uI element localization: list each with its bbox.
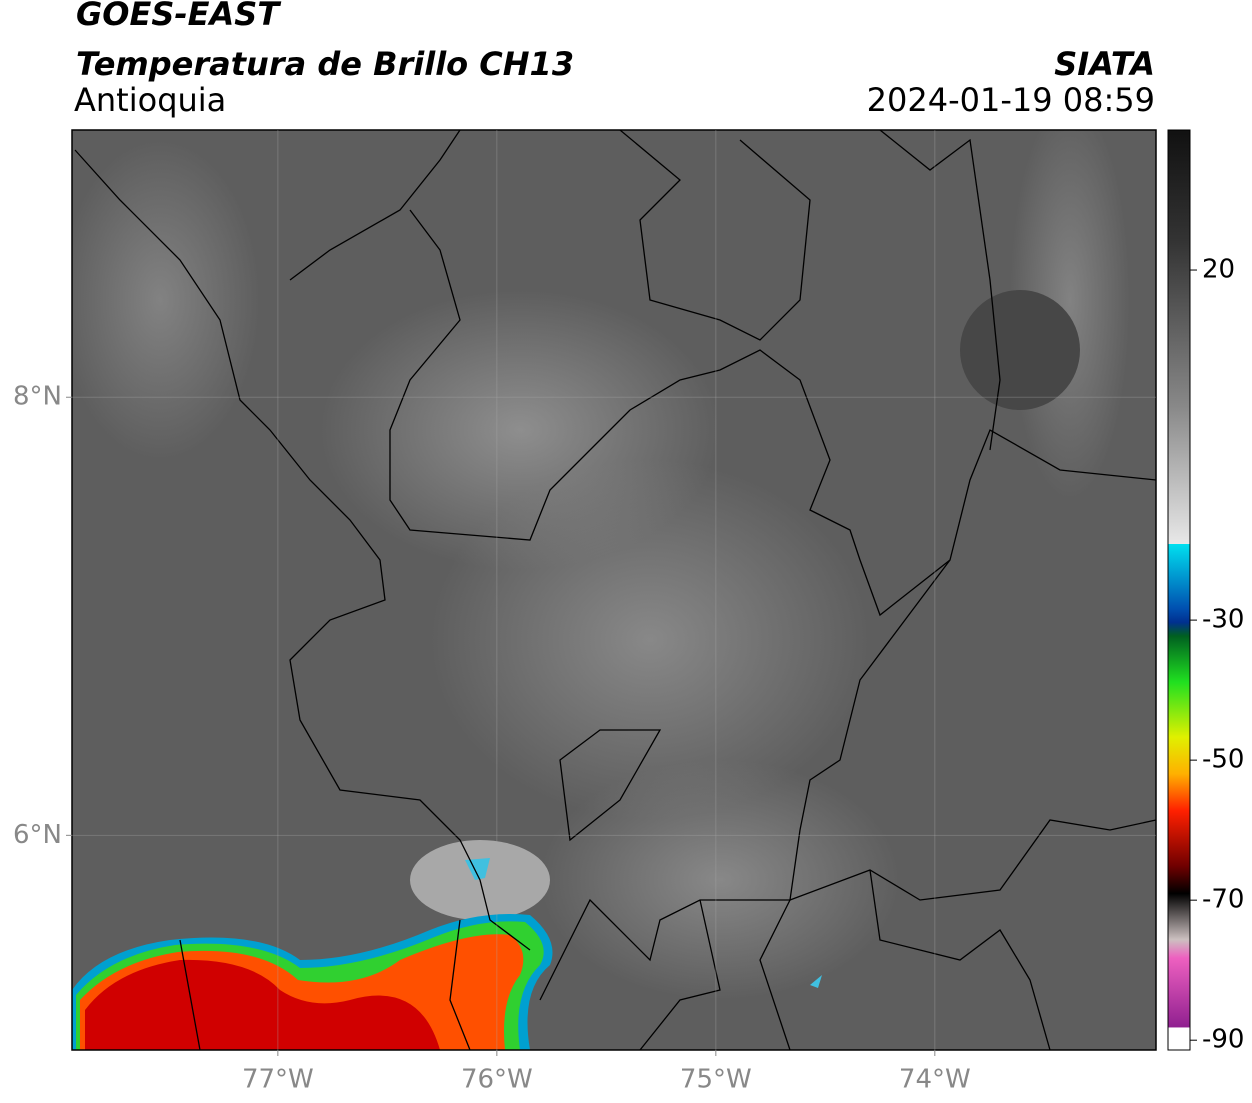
y-tick-label: 6°N (13, 820, 62, 850)
region-label: Antioquia (74, 81, 226, 119)
colorbar-tick-label: -50 (1202, 745, 1244, 775)
product-title: Temperatura de Brillo CH13 (76, 45, 574, 83)
x-tick-label: 74°W (899, 1065, 971, 1095)
map-image (72, 130, 1156, 1050)
x-tick-label: 76°W (461, 1065, 533, 1095)
y-tick-label: 8°N (13, 382, 62, 412)
colorbar-tick-label: -30 (1202, 605, 1244, 635)
satellite-title: GOES-EAST (76, 0, 281, 33)
x-tick-label: 77°W (242, 1065, 314, 1095)
colorbar-tick-label: 20 (1202, 255, 1235, 285)
colorbar-tick-label: -70 (1202, 885, 1244, 915)
colorbar (1167, 129, 1191, 1051)
datetime-label: 2024-01-19 08:59 (867, 81, 1155, 119)
source-label: SIATA (1054, 45, 1155, 83)
map-frame (71, 129, 1157, 1051)
x-tick-label: 75°W (680, 1065, 752, 1095)
colorbar-tick-label: -90 (1202, 1025, 1244, 1055)
